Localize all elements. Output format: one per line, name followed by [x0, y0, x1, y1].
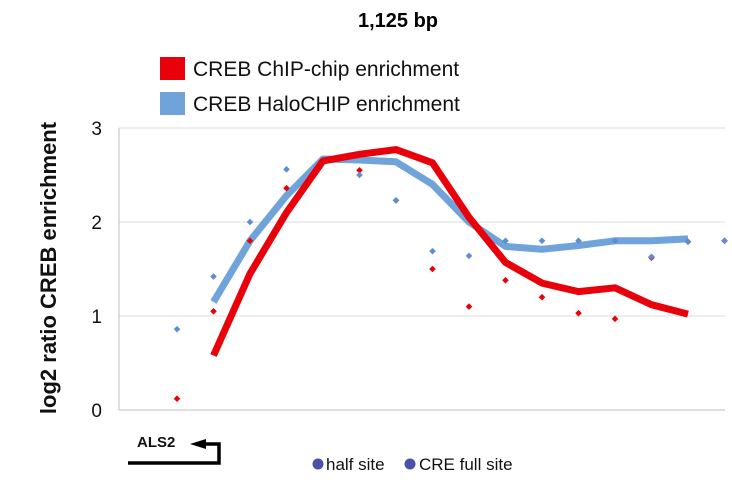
gene-label: ALS2 — [137, 434, 175, 451]
data-point-halochip — [502, 237, 509, 245]
cre-full-site-marker-icon — [404, 458, 416, 470]
data-point-halochip — [392, 197, 400, 204]
y-tick-label: 2 — [91, 213, 102, 234]
series-lines — [210, 146, 689, 357]
half-site-label: half site — [326, 455, 385, 474]
data-point-halochip — [648, 253, 655, 261]
data-point-chip-chip — [611, 315, 619, 323]
data-point-chip-chip — [429, 265, 436, 273]
data-point-chip-chip — [246, 237, 254, 245]
site-markers — [173, 166, 728, 403]
chart-title: 1,125 bp — [358, 10, 438, 32]
data-point-halochip — [684, 238, 692, 246]
y-tick-labels: 0 1 2 3 — [91, 119, 102, 422]
site-legend: half site CRE full site — [312, 455, 513, 474]
cre-full-site-label: CRE full site — [419, 455, 513, 474]
legend-swatch-chip-chip — [160, 57, 185, 80]
data-point-halochip — [465, 252, 473, 260]
gene-body-line — [128, 442, 221, 465]
data-point-chip-chip — [356, 167, 363, 174]
data-point-halochip — [210, 273, 217, 280]
data-point-halochip — [575, 237, 582, 245]
data-point-chip-chip — [465, 303, 473, 310]
data-point-chip-chip — [210, 308, 217, 315]
data-point-halochip — [538, 237, 546, 245]
transcription-start-arrow-icon — [190, 439, 206, 449]
series-legend: CREB ChIP-chip enrichment CREB HaloCHIP … — [160, 57, 460, 116]
y-tick-label: 0 — [91, 401, 102, 422]
data-point-halochip — [356, 171, 363, 179]
legend-label-halochip: CREB HaloCHIP enrichment — [193, 93, 460, 116]
data-point-halochip — [246, 218, 254, 226]
y-tick-label: 3 — [91, 119, 102, 140]
data-point-halochip — [283, 166, 290, 173]
data-point-chip-chip — [502, 276, 509, 284]
data-point-chip-chip — [173, 395, 181, 403]
data-point-halochip — [721, 237, 728, 245]
data-point-halochip — [173, 325, 181, 333]
gene-annotation: ALS2 — [128, 434, 221, 465]
gridlines — [119, 127, 725, 317]
data-point-chip-chip — [538, 293, 546, 301]
data-point-chip-chip — [575, 309, 582, 317]
y-axis-label: log2 ratio CREB enrichment — [36, 121, 61, 414]
legend-label-chip-chip: CREB ChIP-chip enrichment — [193, 58, 459, 81]
data-point-halochip — [429, 247, 436, 255]
legend-swatch-halochip — [160, 92, 185, 115]
series-line-chip-chip — [210, 146, 689, 357]
half-site-marker-icon — [312, 458, 324, 470]
data-point-chip-chip — [283, 184, 290, 192]
series-line-halochip — [210, 155, 689, 304]
y-tick-label: 1 — [91, 307, 102, 328]
data-point-halochip — [611, 237, 619, 245]
